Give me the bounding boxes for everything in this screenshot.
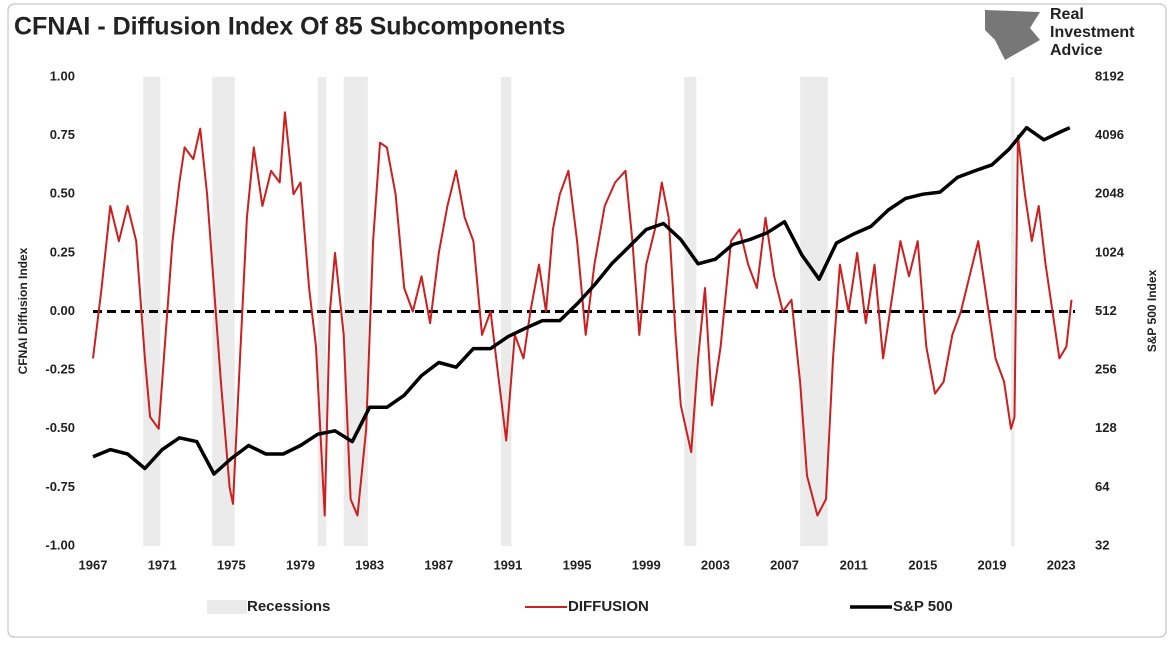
logo-icon xyxy=(985,10,1040,60)
y-tick-label: -0.75 xyxy=(45,479,75,494)
x-tick-label: 1999 xyxy=(632,557,661,572)
y-tick-label: 0.50 xyxy=(50,186,75,201)
x-tick-label: 2015 xyxy=(908,557,937,572)
y-tick-label: 1.00 xyxy=(50,68,75,83)
x-tick-label: 1983 xyxy=(355,557,384,572)
chart-title: CFNAI - Diffusion Index Of 85 Subcompone… xyxy=(14,13,565,41)
y2-tick-label: 32 xyxy=(1095,537,1109,552)
x-tick-label: 1995 xyxy=(563,557,592,572)
legend-swatch xyxy=(207,600,247,614)
x-tick-label: 1987 xyxy=(424,557,453,572)
logo-text: Real xyxy=(1050,6,1084,23)
y-tick-label: 0.00 xyxy=(50,303,75,318)
y-tick-label: -0.25 xyxy=(45,362,75,377)
y-tick-label: -0.50 xyxy=(45,420,75,435)
series-line xyxy=(92,111,1073,517)
y2-tick-label: 4096 xyxy=(1095,127,1124,142)
x-tick-label: 1979 xyxy=(286,557,315,572)
y2-tick-label: 256 xyxy=(1095,362,1117,377)
x-tick-label: 2019 xyxy=(978,557,1007,572)
x-tick-label: 1991 xyxy=(493,557,522,572)
x-tick-label: 2007 xyxy=(770,557,799,572)
y2-tick-label: 1024 xyxy=(1095,244,1125,259)
y-axis-label: CFNAI Diffusion Index xyxy=(16,247,30,374)
x-tick-label: 2003 xyxy=(701,557,730,572)
y-tick-label: 0.75 xyxy=(50,127,75,142)
y2-tick-label: 128 xyxy=(1095,420,1117,435)
x-tick-label: 1967 xyxy=(79,557,108,572)
x-tick-label: 2023 xyxy=(1047,557,1076,572)
y2-axis-label: S&P 500 Index xyxy=(1145,269,1159,352)
y2-tick-label: 2048 xyxy=(1095,186,1124,201)
y-tick-label: -1.00 xyxy=(45,537,75,552)
legend-label: Recessions xyxy=(247,598,330,615)
series-line xyxy=(92,125,1071,476)
y2-tick-label: 64 xyxy=(1095,479,1110,494)
y-tick-label: 0.25 xyxy=(50,244,75,259)
x-tick-label: 1971 xyxy=(148,557,177,572)
logo-text: Advice xyxy=(1050,42,1103,59)
y2-tick-label: 8192 xyxy=(1095,68,1124,83)
x-tick-label: 1975 xyxy=(217,557,246,572)
x-tick-label: 2011 xyxy=(840,557,868,572)
legend-label: DIFFUSION xyxy=(568,598,649,615)
legend-label: S&P 500 xyxy=(893,598,953,615)
recession-band xyxy=(1011,77,1015,546)
y2-tick-label: 512 xyxy=(1095,303,1117,318)
logo-text: Investment xyxy=(1050,24,1135,41)
